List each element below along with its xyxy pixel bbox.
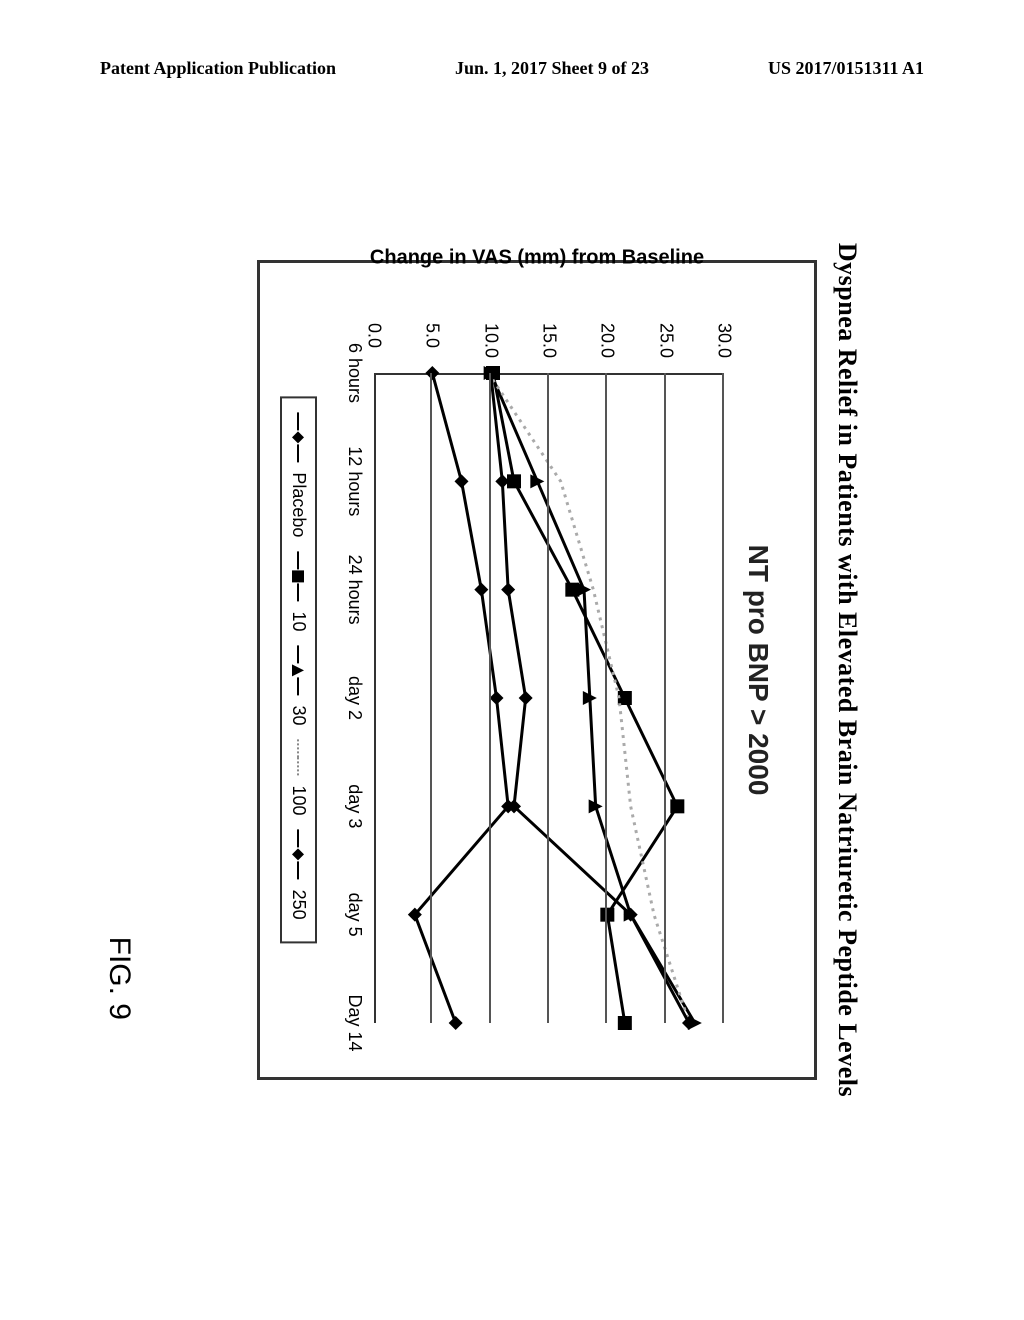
x-tick-label: Day 14 [344, 994, 365, 1051]
chart-subtitle: NT pro BNP > 2000 [742, 545, 774, 796]
series-marker [455, 474, 469, 488]
gridline [489, 373, 491, 1023]
legend-label: 10 [288, 611, 309, 631]
series-marker [519, 691, 533, 705]
figure-label: FIG. 9 [102, 937, 136, 1020]
chart-box: NT pro BNP > 2000 Change in VAS (mm) fro… [257, 260, 817, 1080]
legend-label: 100 [288, 786, 309, 816]
series-marker [449, 1016, 463, 1030]
x-tick-label: 24 hours [344, 555, 365, 625]
y-tick-label: 10.0 [480, 323, 501, 358]
legend-item [298, 740, 300, 776]
y-axis-label: Change in VAS (mm) from Baseline [370, 247, 704, 270]
legend-item [292, 645, 306, 695]
figure-container: Dyspnea Relief in Patients with Elevated… [0, 120, 1024, 1220]
y-tick-label: 20.0 [597, 323, 618, 358]
legend-item [292, 551, 306, 601]
series-marker [474, 583, 488, 597]
gridline [664, 373, 666, 1023]
x-tick-label: 12 hours [344, 446, 365, 516]
x-tick-label: day 5 [344, 893, 365, 937]
chart-wrapper: Dyspnea Relief in Patients with Elevated… [162, 170, 862, 1170]
y-tick-label: 15.0 [539, 323, 560, 358]
gridline [722, 373, 724, 1023]
plot-area: 0.05.010.015.020.025.030.06 hours12 hour… [374, 373, 724, 1023]
series-marker [501, 583, 515, 597]
chart-title: Dyspnea Relief in Patients with Elevated… [832, 170, 862, 1170]
series-marker [490, 691, 504, 705]
page-header: Patent Application Publication Jun. 1, 2… [0, 58, 1024, 79]
gridline [430, 373, 432, 1023]
header-left: Patent Application Publication [100, 58, 336, 79]
x-tick-label: 6 hours [344, 343, 365, 403]
series-marker [670, 799, 684, 813]
y-tick-label: 25.0 [655, 323, 676, 358]
y-tick-label: 5.0 [422, 323, 443, 348]
x-tick-label: day 3 [344, 784, 365, 828]
header-right: US 2017/0151311 A1 [768, 58, 924, 79]
series-marker [530, 474, 544, 488]
y-tick-label: 0.0 [364, 323, 385, 348]
legend-label: 250 [288, 890, 309, 920]
series-marker [682, 1016, 696, 1030]
gridline [547, 373, 549, 1023]
gridline [605, 373, 607, 1023]
chart-legend: Placebo 10 30 100 250 [280, 396, 317, 943]
header-center: Jun. 1, 2017 Sheet 9 of 23 [455, 58, 649, 79]
y-tick-label: 30.0 [714, 323, 735, 358]
legend-label: 30 [288, 705, 309, 725]
legend-label: Placebo [288, 472, 309, 537]
legend-item [292, 412, 306, 462]
x-tick-label: day 2 [344, 676, 365, 720]
legend-item [292, 830, 306, 880]
series-marker [618, 1016, 632, 1030]
chart-svg [374, 373, 724, 1023]
